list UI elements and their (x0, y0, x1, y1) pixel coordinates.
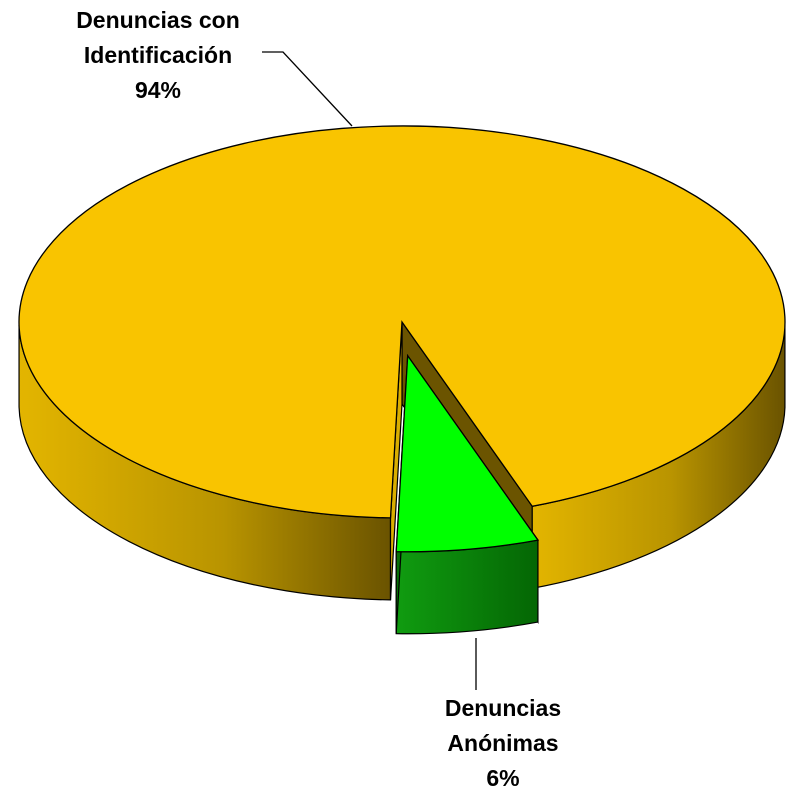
pie-slice-side-1 (395, 539, 539, 635)
leader-line-0 (262, 51, 353, 127)
slice-label-line: Identificación (84, 42, 232, 68)
slice-label-0: Denuncias con Identificación 94% (76, 7, 353, 127)
pie-labels: Denuncias con Identificación 94% Denuncias A… (76, 7, 561, 791)
slice-label-line: 6% (486, 765, 519, 791)
slice-label-line: 94% (135, 77, 181, 103)
pie-slice-1 (395, 353, 540, 553)
pie-slices (18, 125, 786, 635)
slice-label-line: Anónimas (447, 730, 558, 756)
slice-label-line: Denuncias (445, 695, 561, 721)
pie-slice-0 (18, 125, 786, 519)
slice-label-line: Denuncias con (76, 7, 240, 33)
slice-label-1: Denuncias Anónimas 6% (445, 638, 561, 791)
